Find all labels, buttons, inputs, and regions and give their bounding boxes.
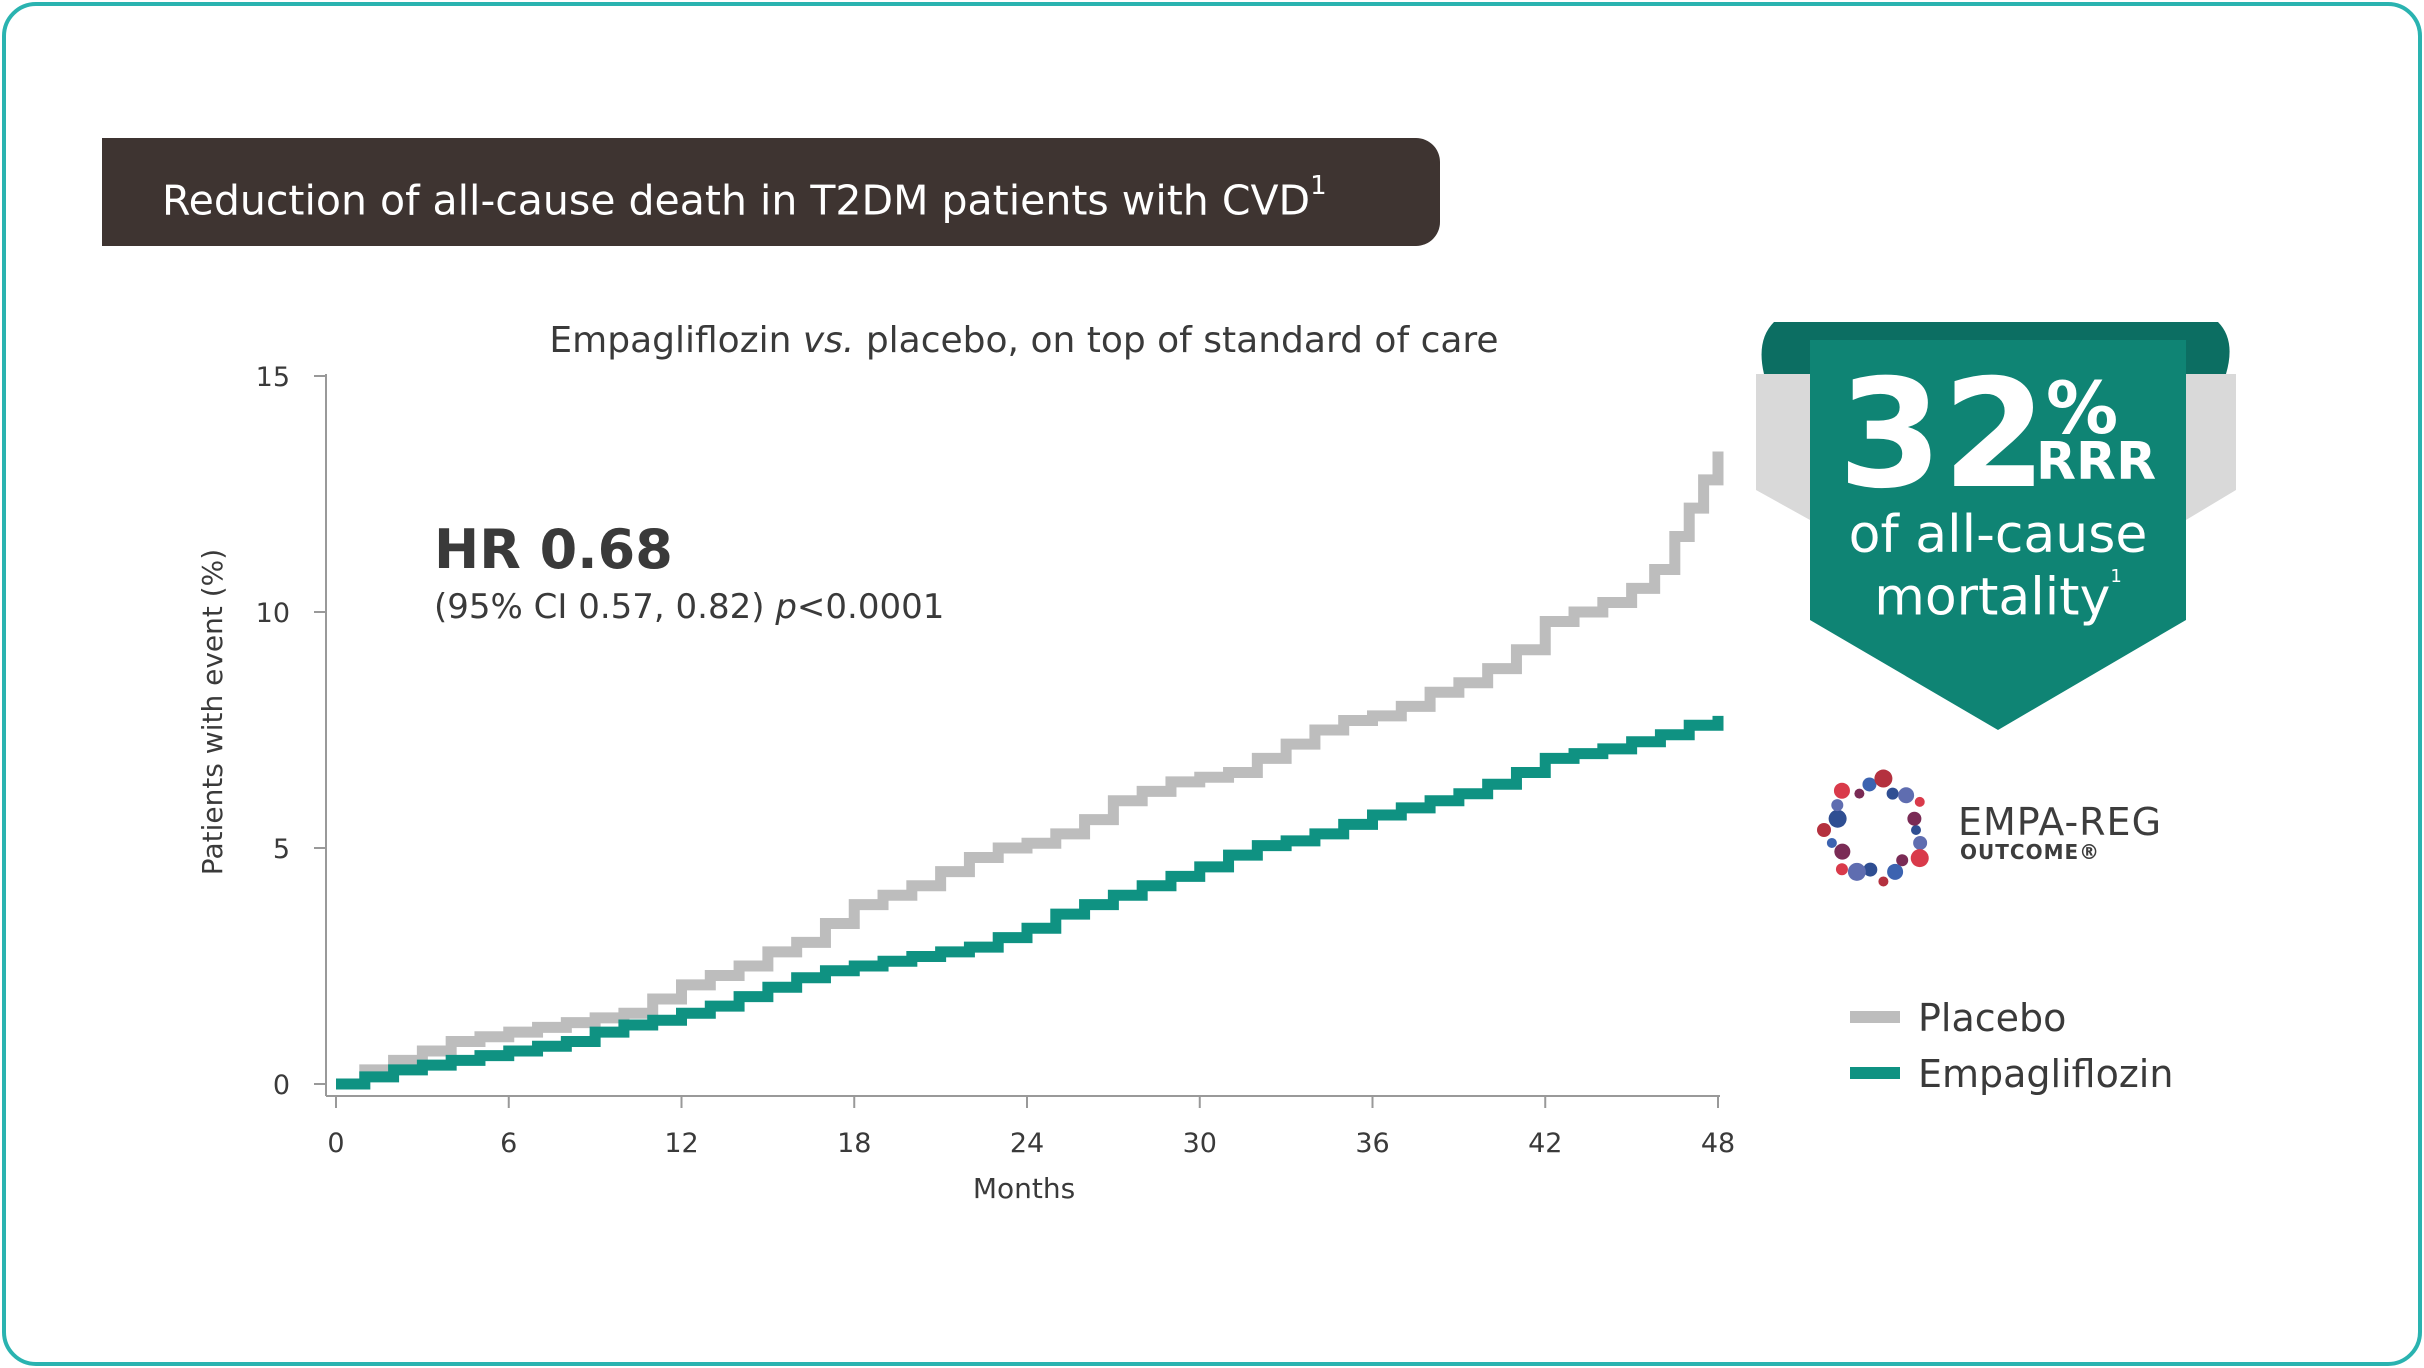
legend-placebo: Placebo bbox=[1850, 996, 2066, 1040]
chart-title: Empagliflozin vs. placebo, on top of sta… bbox=[549, 320, 1498, 361]
logo-dot bbox=[1898, 787, 1915, 804]
logo-dot bbox=[1826, 837, 1837, 848]
x-tick-label: 30 bbox=[1183, 1128, 1217, 1159]
legend-empagliflozin: Empagliflozin bbox=[1850, 1052, 2173, 1096]
confidence-interval: (95% CI 0.57, 0.82) p<0.0001 bbox=[434, 587, 944, 627]
title-superscript: 1 bbox=[1310, 171, 1327, 201]
logo-subtitle: OUTCOME® bbox=[1960, 840, 2101, 864]
logo-dot bbox=[1862, 777, 1877, 792]
x-axis-label: Months bbox=[973, 1172, 1075, 1205]
badge-line-1: of all-cause bbox=[1848, 505, 2148, 565]
x-tick-label: 36 bbox=[1355, 1128, 1389, 1159]
x-tick-label: 0 bbox=[327, 1128, 344, 1159]
page-title: Reduction of all-cause death in T2DM pat… bbox=[162, 176, 1311, 225]
hazard-ratio: HR 0.68 bbox=[434, 518, 673, 581]
logo-dot bbox=[1831, 799, 1844, 812]
page-title-banner: Reduction of all-cause death in T2DM pat… bbox=[102, 138, 1440, 246]
y-tick-label: 15 bbox=[256, 362, 290, 393]
logo-dot bbox=[1886, 787, 1899, 800]
logo-dot bbox=[1913, 835, 1928, 850]
x-tick-label: 48 bbox=[1701, 1128, 1735, 1159]
empa-reg-logo-icon bbox=[1817, 769, 1929, 887]
logo-dot bbox=[1835, 863, 1848, 876]
logo-dot bbox=[1896, 854, 1909, 867]
x-tick-label: 42 bbox=[1528, 1128, 1562, 1159]
ribbon-fold-left bbox=[1756, 374, 1810, 520]
logo-dot bbox=[1914, 796, 1925, 807]
logo-dot bbox=[1878, 876, 1889, 887]
x-tick-label: 24 bbox=[1010, 1128, 1044, 1159]
legend-empagliflozin-swatch bbox=[1850, 1066, 1900, 1079]
y-axis-label: Patients with event (%) bbox=[196, 549, 229, 875]
y-tick-label: 0 bbox=[273, 1070, 290, 1101]
y-tick-label: 10 bbox=[256, 598, 290, 629]
logo-dot bbox=[1874, 769, 1893, 788]
logo-dot bbox=[1833, 782, 1850, 799]
logo-dot bbox=[1847, 862, 1866, 881]
x-tick-label: 12 bbox=[664, 1128, 698, 1159]
logo-dot bbox=[1817, 823, 1831, 837]
logo-dot bbox=[1834, 843, 1851, 860]
y-tick-label: 5 bbox=[273, 834, 290, 865]
logo-dot bbox=[1828, 809, 1847, 828]
badge-line-2: mortality1 bbox=[1874, 566, 2122, 628]
logo-dot bbox=[1854, 788, 1865, 799]
logo-dot bbox=[1863, 862, 1878, 877]
series-line-placebo bbox=[336, 451, 1724, 1090]
badge-shield bbox=[1810, 340, 2186, 730]
legend-placebo-swatch bbox=[1850, 1010, 1900, 1023]
series-line-empagliflozin bbox=[336, 715, 1724, 1090]
ribbon-fold-right bbox=[2186, 374, 2236, 520]
badge-number: 32 bbox=[1838, 348, 2047, 522]
logo-dot bbox=[1911, 825, 1921, 835]
x-tick-label: 6 bbox=[500, 1128, 517, 1159]
x-tick-label: 18 bbox=[837, 1128, 871, 1159]
logo-dot bbox=[1887, 863, 1904, 880]
badge-rrr: RRR bbox=[2036, 432, 2157, 492]
logo-title: EMPA-REG bbox=[1958, 800, 2163, 844]
logo-dot bbox=[1907, 811, 1922, 826]
badge-percent: % bbox=[2046, 366, 2119, 450]
logo-dot bbox=[1910, 849, 1929, 868]
